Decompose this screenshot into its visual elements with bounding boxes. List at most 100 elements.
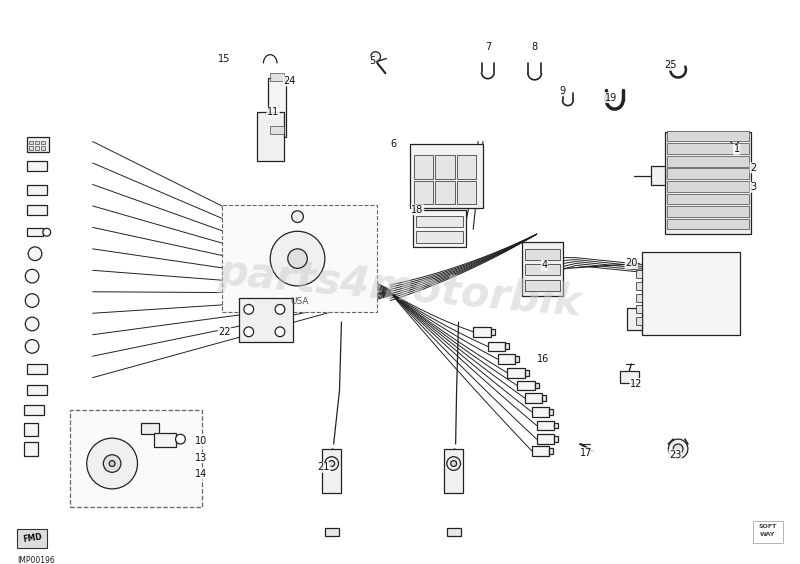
Bar xyxy=(41,140,45,144)
Text: 21: 21 xyxy=(318,462,330,473)
Bar xyxy=(525,370,529,376)
Bar xyxy=(636,270,642,278)
Text: 19: 19 xyxy=(605,92,617,103)
Bar xyxy=(416,231,463,243)
Text: 24: 24 xyxy=(283,76,296,86)
Bar xyxy=(142,422,159,434)
Bar xyxy=(537,421,554,430)
Bar xyxy=(410,144,483,208)
Text: 3: 3 xyxy=(750,182,756,192)
Bar xyxy=(473,327,490,337)
Bar xyxy=(322,449,342,493)
Circle shape xyxy=(43,228,50,236)
Bar xyxy=(525,393,542,403)
Circle shape xyxy=(244,305,254,314)
Bar xyxy=(642,252,739,334)
Circle shape xyxy=(275,305,285,314)
Text: 8: 8 xyxy=(532,42,538,52)
Bar xyxy=(35,140,39,144)
Circle shape xyxy=(244,327,254,337)
Bar xyxy=(667,181,750,192)
Bar xyxy=(667,193,750,204)
Bar xyxy=(29,140,33,144)
Bar xyxy=(24,405,44,415)
Bar xyxy=(627,309,642,330)
Text: 4: 4 xyxy=(542,261,547,270)
Circle shape xyxy=(103,455,121,472)
Bar xyxy=(154,433,175,447)
Bar xyxy=(525,249,560,259)
Circle shape xyxy=(26,294,39,307)
Bar xyxy=(413,210,466,247)
Bar xyxy=(24,442,38,456)
Bar xyxy=(636,306,642,313)
Bar xyxy=(636,294,642,302)
Bar xyxy=(532,446,550,456)
Bar xyxy=(667,206,750,217)
Text: SOFT: SOFT xyxy=(758,525,777,530)
Bar xyxy=(490,329,494,334)
Bar xyxy=(457,155,476,179)
Text: 2: 2 xyxy=(750,163,756,173)
Circle shape xyxy=(674,444,683,454)
Bar xyxy=(435,155,454,179)
Text: 15: 15 xyxy=(218,54,230,64)
Bar xyxy=(35,147,39,150)
Text: 7: 7 xyxy=(486,42,492,52)
Bar xyxy=(27,186,46,195)
Text: 16: 16 xyxy=(538,354,550,364)
Circle shape xyxy=(275,327,285,337)
Bar xyxy=(222,205,377,312)
Text: 17: 17 xyxy=(580,448,593,458)
Bar xyxy=(444,449,463,493)
Text: 14: 14 xyxy=(195,469,207,479)
Text: 10: 10 xyxy=(195,436,207,446)
Bar xyxy=(41,147,45,150)
Circle shape xyxy=(86,438,138,489)
Bar xyxy=(257,112,284,161)
Circle shape xyxy=(370,52,381,61)
Text: FMD: FMD xyxy=(22,533,42,544)
Bar xyxy=(268,78,286,136)
Bar xyxy=(667,143,750,154)
Circle shape xyxy=(325,457,338,470)
Circle shape xyxy=(26,270,39,283)
Text: 6: 6 xyxy=(390,139,396,149)
Bar xyxy=(666,132,751,234)
Text: 25: 25 xyxy=(664,60,677,70)
Bar xyxy=(542,395,546,401)
Bar xyxy=(667,169,750,179)
Circle shape xyxy=(329,461,334,466)
Circle shape xyxy=(288,249,307,268)
Bar xyxy=(517,381,534,390)
Bar xyxy=(27,228,43,236)
Bar xyxy=(667,219,750,230)
Text: parts4motorbik: parts4motorbik xyxy=(217,251,583,325)
Bar xyxy=(550,448,554,454)
Text: 20: 20 xyxy=(625,258,638,268)
Bar xyxy=(270,126,284,134)
Bar xyxy=(522,242,563,296)
Bar xyxy=(554,422,558,429)
Bar xyxy=(27,385,46,395)
Bar xyxy=(27,364,46,374)
Bar xyxy=(18,529,46,548)
Circle shape xyxy=(109,461,115,466)
Bar xyxy=(414,155,433,179)
Bar xyxy=(435,180,454,204)
Bar xyxy=(506,343,510,349)
Text: 13: 13 xyxy=(195,453,207,462)
Bar xyxy=(27,205,46,215)
Bar xyxy=(70,410,202,508)
Text: 18: 18 xyxy=(411,205,424,215)
Text: 23: 23 xyxy=(669,450,682,460)
Text: 5: 5 xyxy=(370,56,376,67)
Text: IMP00196: IMP00196 xyxy=(18,556,55,564)
Circle shape xyxy=(175,434,186,444)
Circle shape xyxy=(26,317,39,331)
Bar xyxy=(550,409,554,415)
Text: 9: 9 xyxy=(559,86,565,96)
Bar xyxy=(650,166,666,186)
Bar xyxy=(447,528,461,536)
Circle shape xyxy=(26,340,39,353)
